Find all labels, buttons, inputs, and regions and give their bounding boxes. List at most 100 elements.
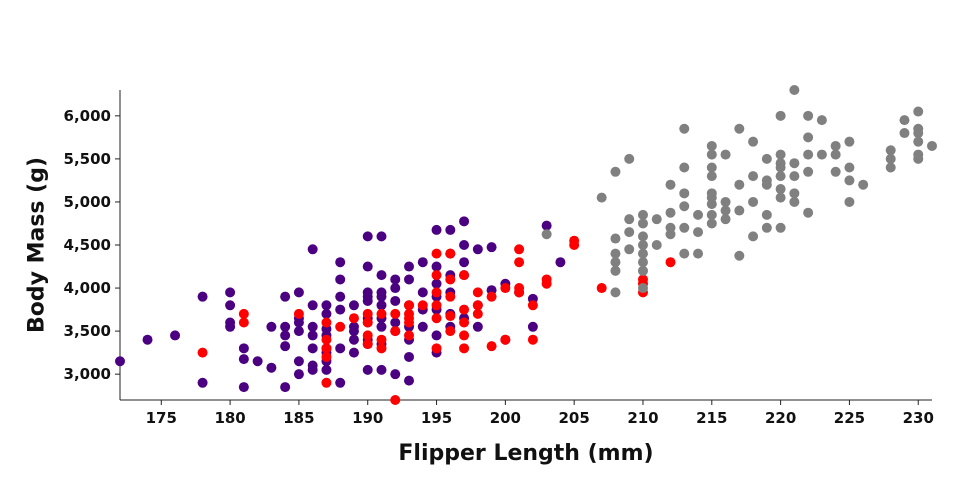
data-point <box>362 295 373 306</box>
data-point <box>431 330 442 341</box>
data-point <box>720 196 731 207</box>
data-point <box>472 321 483 332</box>
data-point <box>280 321 291 332</box>
x-tick-label: 200 <box>490 409 521 427</box>
data-point <box>472 308 483 319</box>
y-tick-label: 3,000 <box>64 365 111 383</box>
data-point <box>913 136 924 147</box>
data-point <box>844 136 855 147</box>
data-point <box>665 207 676 218</box>
data-point <box>830 166 841 177</box>
data-point <box>280 382 291 393</box>
data-point <box>459 257 470 268</box>
data-point <box>569 240 580 250</box>
data-point <box>417 300 428 311</box>
data-point <box>748 196 759 207</box>
data-point <box>734 250 745 261</box>
data-point <box>761 222 772 233</box>
x-tick-label: 230 <box>903 409 934 427</box>
data-point <box>803 166 814 177</box>
data-point <box>376 231 387 242</box>
data-point <box>307 244 318 255</box>
data-point <box>899 128 910 139</box>
data-point <box>775 171 786 182</box>
data-point <box>789 188 800 199</box>
data-point <box>637 209 648 220</box>
data-point <box>555 257 566 268</box>
axes: 175 180 185 190 195 200 205 210 215 220 225 230 3,0… <box>64 90 934 427</box>
data-point <box>775 222 786 233</box>
data-point <box>376 308 387 319</box>
data-point <box>307 343 318 354</box>
data-point <box>390 295 401 306</box>
data-point <box>734 205 745 216</box>
data-point <box>307 321 318 332</box>
data-point <box>459 317 470 328</box>
x-ticks: 175 180 185 190 195 200 205 210 215 220 225 230 <box>146 400 934 427</box>
data-point <box>775 162 786 173</box>
data-point <box>348 313 359 324</box>
data-point <box>321 364 332 375</box>
data-point <box>624 244 635 255</box>
data-point <box>624 153 635 164</box>
data-point <box>748 136 759 147</box>
data-point <box>238 317 249 328</box>
data-point <box>431 224 442 235</box>
data-point <box>720 205 731 216</box>
data-point <box>280 330 291 341</box>
data-point <box>321 317 332 328</box>
data-point <box>706 162 717 173</box>
data-point <box>706 218 717 229</box>
data-point <box>362 231 373 242</box>
data-point <box>679 123 690 134</box>
data-point <box>390 369 401 380</box>
data-point <box>706 140 717 151</box>
data-point <box>610 248 621 259</box>
data-point <box>376 291 387 302</box>
data-point <box>761 179 772 190</box>
data-point <box>472 300 483 311</box>
data-point <box>734 179 745 190</box>
data-point <box>789 171 800 182</box>
data-point <box>527 300 538 311</box>
data-point <box>459 304 470 315</box>
data-point <box>390 326 401 337</box>
y-tick-label: 6,000 <box>64 107 111 125</box>
data-point <box>335 304 346 315</box>
x-tick-label: 220 <box>765 409 796 427</box>
data-point <box>376 270 387 281</box>
data-point <box>913 106 924 117</box>
data-point <box>651 240 662 250</box>
data-point <box>913 153 924 164</box>
data-point <box>321 377 332 388</box>
data-point <box>348 326 359 337</box>
data-point <box>761 209 772 220</box>
data-point <box>514 257 525 268</box>
data-point <box>637 218 648 229</box>
data-point <box>761 153 772 164</box>
data-point <box>637 248 648 259</box>
data-point <box>307 330 318 341</box>
data-point <box>472 244 483 255</box>
data-point <box>376 364 387 375</box>
data-point <box>913 128 924 139</box>
data-point <box>197 291 208 302</box>
data-point <box>115 356 125 367</box>
data-point <box>706 199 717 210</box>
data-point <box>293 308 304 319</box>
data-point <box>500 283 511 294</box>
x-tick-label: 190 <box>352 409 383 427</box>
data-point <box>637 257 648 268</box>
data-point <box>266 362 277 373</box>
data-point <box>665 257 676 268</box>
data-point <box>417 321 428 332</box>
data-point <box>431 270 442 281</box>
data-point <box>238 343 249 354</box>
data-point <box>637 231 648 242</box>
data-point <box>431 343 442 354</box>
data-point <box>225 287 236 298</box>
data-point <box>431 287 442 298</box>
y-ticks: 3,000 3,500 4,000 4,500 5,000 5,500 6,000 <box>64 107 120 383</box>
data-point <box>362 330 373 341</box>
data-point <box>748 231 759 242</box>
